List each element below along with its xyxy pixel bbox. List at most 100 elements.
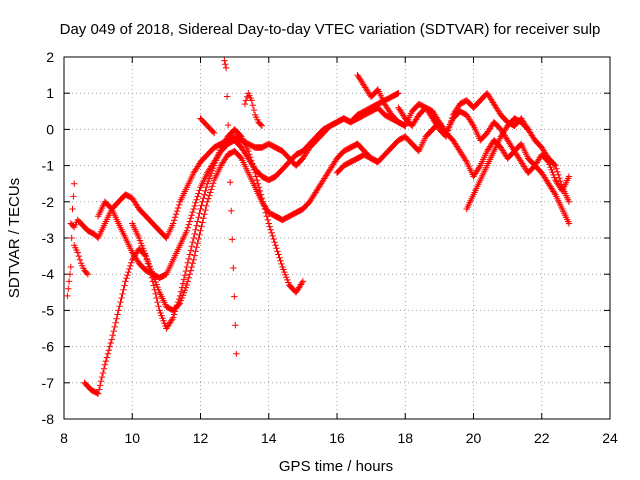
trace-d-point [176,292,184,300]
trace-d-point [95,386,103,393]
trace-b-point [189,208,196,216]
trace-m-point [222,64,230,72]
x-tick-label: 14 [261,430,277,446]
x-axis-label: GPS time / hours [279,458,393,475]
trace-d-point [188,243,195,250]
y-tick-label: -2 [42,194,55,210]
trace-d-point [264,216,271,224]
trace-d-point [249,160,256,167]
trace-d-point [298,279,306,287]
trace-b-point [192,199,199,206]
trace-m-point [229,236,236,243]
trace-i-point [68,234,75,242]
y-tick-label: 0 [46,121,54,137]
trace-d-point [172,305,180,312]
trace-b-point [195,190,202,197]
trace-c-point [190,256,197,263]
trace-i-point [66,271,74,278]
trace-d-point [101,361,109,368]
trace-d-point [277,257,284,264]
trace-d-point [251,169,259,176]
trace-d-point [250,166,258,173]
trace-d-point [184,259,191,266]
trace-d-point [117,298,124,306]
trace-e-point [552,162,559,169]
trace-c-point [192,248,199,255]
trace-i-point [64,292,71,300]
trace-d-point [177,288,185,295]
trace-c-point [199,219,206,226]
trace-d-point [262,209,269,216]
trace-l-point [242,97,250,104]
trace-c-point [196,231,203,239]
data-marks [64,57,573,397]
trace-d-point [149,278,156,285]
trace-c-point [209,183,216,190]
trace-f-point [551,189,558,197]
trace-d-point [147,271,154,278]
trace-d-point [128,259,135,266]
trace-d-point [151,286,158,293]
trace-d-point [122,278,129,285]
trace-c-point [208,186,215,193]
trace-d-point [98,373,106,381]
trace-m-point [230,264,237,272]
trace-d-point [182,267,190,275]
trace-d-point [150,282,157,289]
x-tick-label: 24 [602,430,618,446]
trace-d-point [180,276,188,283]
trace-c-point [187,267,194,274]
trace-l-point [250,106,258,114]
trace-d-point [152,290,159,298]
x-tick-label: 20 [466,430,482,446]
trace-d-point [145,263,152,271]
trace-d-point [121,282,128,289]
trace-d-point [257,191,265,198]
trace-m-point [224,121,232,129]
trace-d-point [155,303,162,310]
trace-d-point [269,232,276,240]
trace-b-point [183,227,191,234]
trace-c-point [191,252,198,259]
trace-g-point [462,157,469,164]
trace-d-point [148,274,155,281]
trace-b-point [194,193,201,200]
trace-d-point [115,307,122,314]
trace-d-point [116,303,123,310]
trace-d-point [272,242,279,249]
trace-e-point [553,165,560,172]
trace-l-point [258,122,266,129]
trace-j-point [83,269,90,277]
trace-d-point [171,308,179,315]
y-tick-label: -7 [42,375,55,391]
trace-d-point [124,272,131,279]
trace-d-point [146,267,153,274]
trace-c-point [206,192,213,199]
trace-d-point [274,248,281,255]
trace-d-point [265,220,272,227]
x-tick-label: 10 [124,430,140,446]
y-tick-label: -4 [42,266,55,282]
trace-j-point [75,252,82,260]
trace-d-point [201,191,208,198]
trace-m-point [231,293,238,300]
trace-j-point [76,256,84,263]
trace-d-point [174,298,182,306]
trace-d-point [258,195,266,202]
trace-h-point [524,126,532,133]
y-axis-label: SDTVAR / TECUs [6,178,23,298]
trace-d-point [120,286,127,293]
trace-c-point [193,244,200,251]
trace-a-point [171,214,179,221]
trace-a-point [171,217,178,224]
trace-b-point [186,218,193,225]
trace-c-point [201,211,208,218]
trace-c-point [200,215,207,222]
trace-d-point [109,332,116,339]
trace-d-point [181,272,189,279]
trace-d-point [259,198,267,205]
trace-d-point [266,223,273,230]
trace-d-point [102,357,110,365]
